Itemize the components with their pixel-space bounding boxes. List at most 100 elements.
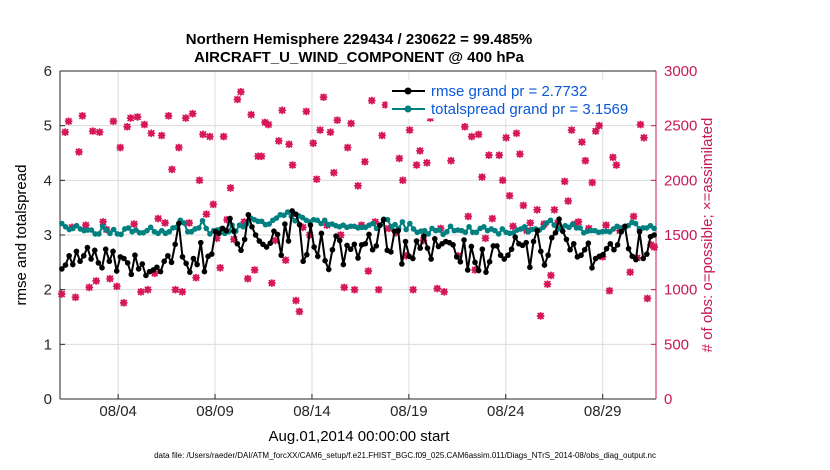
spread-point (240, 224, 247, 230)
obs-assimilated-point (154, 214, 162, 223)
rmse-point (91, 247, 98, 254)
obs-assimilated-point (85, 283, 94, 292)
rmse-point (629, 253, 636, 260)
obs-assimilated-point (629, 212, 638, 221)
rmse-point (271, 228, 277, 234)
y-left-tick-label: 0 (44, 391, 52, 408)
obs-assimilated-point (116, 143, 125, 152)
rmse-point (263, 244, 270, 250)
spread-point (421, 227, 428, 234)
rmse-point (256, 238, 263, 244)
obs-assimilated-point (271, 236, 280, 245)
obs-assimilated-point (164, 112, 173, 120)
obs-assimilated-point (371, 218, 380, 226)
spread-point (632, 220, 639, 227)
x-tick-label: 08/04 (99, 403, 137, 420)
rmse-point (183, 260, 189, 267)
obs-assimilated-point (150, 269, 159, 278)
rmse-point (377, 222, 383, 228)
rmse-point (168, 259, 175, 266)
rmse-point (249, 224, 255, 230)
obs-assimilated-point (144, 285, 152, 294)
spread-point (273, 215, 280, 221)
rmse-point (622, 223, 628, 230)
rmse-point (457, 258, 464, 265)
obs-assimilated-point (467, 132, 476, 141)
rmse-point (318, 230, 325, 237)
rmse-point (607, 240, 614, 247)
legend-rmse-label: rmse grand pr = 2.7732 (431, 83, 587, 100)
obs-assimilated-point (543, 280, 552, 288)
obs-assimilated-point (192, 273, 200, 282)
obs-assimilated-point (385, 224, 393, 233)
obs-assimilated-point (274, 137, 283, 145)
rmse-point (267, 240, 274, 246)
spread-point (73, 222, 80, 229)
x-axis-label: Aug.01,2014 00:00:00 start (269, 428, 451, 445)
spread-point (547, 217, 554, 224)
spread-point (196, 225, 202, 231)
rmse-point (567, 246, 573, 253)
rmse-point (329, 246, 336, 253)
rmse-point (84, 244, 91, 251)
obs-assimilated-point (316, 126, 324, 134)
obs-assimilated-point (378, 131, 386, 140)
obs-assimilated-point (157, 131, 166, 140)
y-right-tick-label: 3000 (664, 63, 697, 80)
y-right-tick-label: 500 (664, 336, 689, 353)
spread-point (314, 217, 321, 224)
spread-point (473, 229, 480, 236)
spread-point (436, 227, 443, 233)
obs-assimilated-point (319, 93, 328, 102)
rmse-point (73, 248, 80, 255)
spread-point (566, 224, 572, 231)
obs-assimilated-point (595, 121, 603, 130)
obs-assimilated-point (178, 288, 187, 296)
rmse-point (395, 227, 402, 234)
obs-assimilated-point (626, 268, 634, 276)
rmse-point (187, 269, 193, 275)
obs-assimilated-point (433, 284, 442, 293)
obs-assimilated-point (295, 307, 304, 316)
rmse-point (110, 248, 116, 255)
rmse-point (413, 238, 420, 244)
rmse-point (468, 243, 475, 250)
rmse-point (508, 246, 515, 253)
obs-assimilated-point (409, 285, 417, 294)
obs-assimilated-point (133, 113, 142, 121)
obs-assimilated-point (61, 128, 69, 137)
rmse-point (234, 240, 241, 247)
x-tick-label: 08/24 (487, 403, 525, 420)
rmse-point (600, 251, 606, 258)
rmse-point (428, 256, 434, 262)
obs-assimilated-point (591, 127, 600, 135)
obs-assimilated-point (243, 274, 252, 283)
rmse-point (124, 260, 131, 266)
spread-point (181, 220, 187, 226)
spread-point (107, 230, 113, 237)
spread-point (125, 225, 132, 231)
obs-assimilated-point (99, 218, 107, 226)
obs-assimilated-point (474, 130, 483, 139)
rmse-point (453, 254, 460, 260)
obs-assimilated-point (647, 241, 655, 249)
rmse-point (66, 252, 72, 259)
obs-assimilated-point (636, 120, 645, 129)
spread-point (118, 231, 124, 238)
obs-assimilated-point (233, 95, 242, 104)
obs-assimilated-point (381, 101, 390, 109)
obs-assimilated-point (257, 152, 266, 161)
rmse-point (545, 252, 551, 259)
rmse-point (113, 268, 120, 274)
rmse-point (165, 252, 171, 259)
spread-point (462, 229, 469, 236)
rmse-point (59, 266, 65, 272)
rmse-point (278, 252, 285, 259)
rmse-point (424, 245, 431, 251)
obs-assimilated-point (336, 231, 345, 239)
obs-assimilated-point (574, 218, 583, 226)
obs-assimilated-point (130, 220, 138, 228)
obs-assimilated-point (398, 176, 407, 185)
rmse-point (559, 228, 566, 234)
obs-assimilated-point (147, 129, 156, 138)
